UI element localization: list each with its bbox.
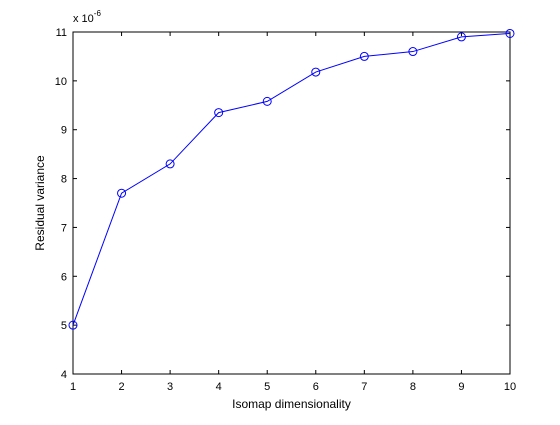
x-tick-label: 5 bbox=[264, 381, 270, 393]
y-tick-labels: 4 5 6 7 8 9 10 11 bbox=[55, 27, 67, 381]
y-axis-label: Residual variance bbox=[33, 155, 47, 251]
x-tick-label: 6 bbox=[313, 381, 319, 393]
x-tick-label: 1 bbox=[70, 381, 76, 393]
x-tick-label: 2 bbox=[118, 381, 124, 393]
y-tick-label: 8 bbox=[61, 174, 67, 186]
data-point bbox=[68, 320, 78, 330]
data-point bbox=[311, 67, 321, 77]
data-point bbox=[262, 96, 272, 106]
x-tick-label: 7 bbox=[361, 381, 367, 393]
data-point bbox=[214, 108, 224, 118]
data-point bbox=[165, 159, 175, 169]
series-layer bbox=[68, 28, 515, 330]
y-exponent-power: -6 bbox=[94, 9, 102, 18]
y-exponent-label: x 10-6 bbox=[73, 9, 101, 25]
data-point bbox=[408, 47, 418, 57]
x-tick-label: 4 bbox=[216, 381, 222, 393]
data-point bbox=[359, 51, 369, 61]
y-tick-label: 11 bbox=[56, 27, 67, 39]
y-exponent-base: x 10 bbox=[73, 13, 94, 25]
x-tick-label: 3 bbox=[167, 381, 173, 393]
axis-ticks bbox=[72, 31, 511, 375]
x-tick-label: 10 bbox=[504, 381, 516, 393]
series-line bbox=[72, 32, 511, 326]
data-point bbox=[456, 32, 466, 42]
y-tick-label: 9 bbox=[61, 125, 67, 137]
plot-area bbox=[72, 31, 511, 375]
data-point bbox=[117, 188, 127, 198]
x-tick-labels: 1 2 3 4 5 6 7 8 9 10 bbox=[70, 381, 516, 393]
y-tick-label: 4 bbox=[61, 369, 67, 381]
x-tick-label: 9 bbox=[458, 381, 464, 393]
y-tick-label: 7 bbox=[61, 222, 67, 234]
y-tick-label: 6 bbox=[61, 271, 67, 283]
data-point bbox=[505, 28, 515, 38]
y-tick-label: 5 bbox=[61, 320, 67, 332]
x-tick-label: 8 bbox=[410, 381, 416, 393]
x-axis-label: Isomap dimensionality bbox=[232, 397, 351, 411]
y-tick-label: 10 bbox=[55, 76, 67, 88]
